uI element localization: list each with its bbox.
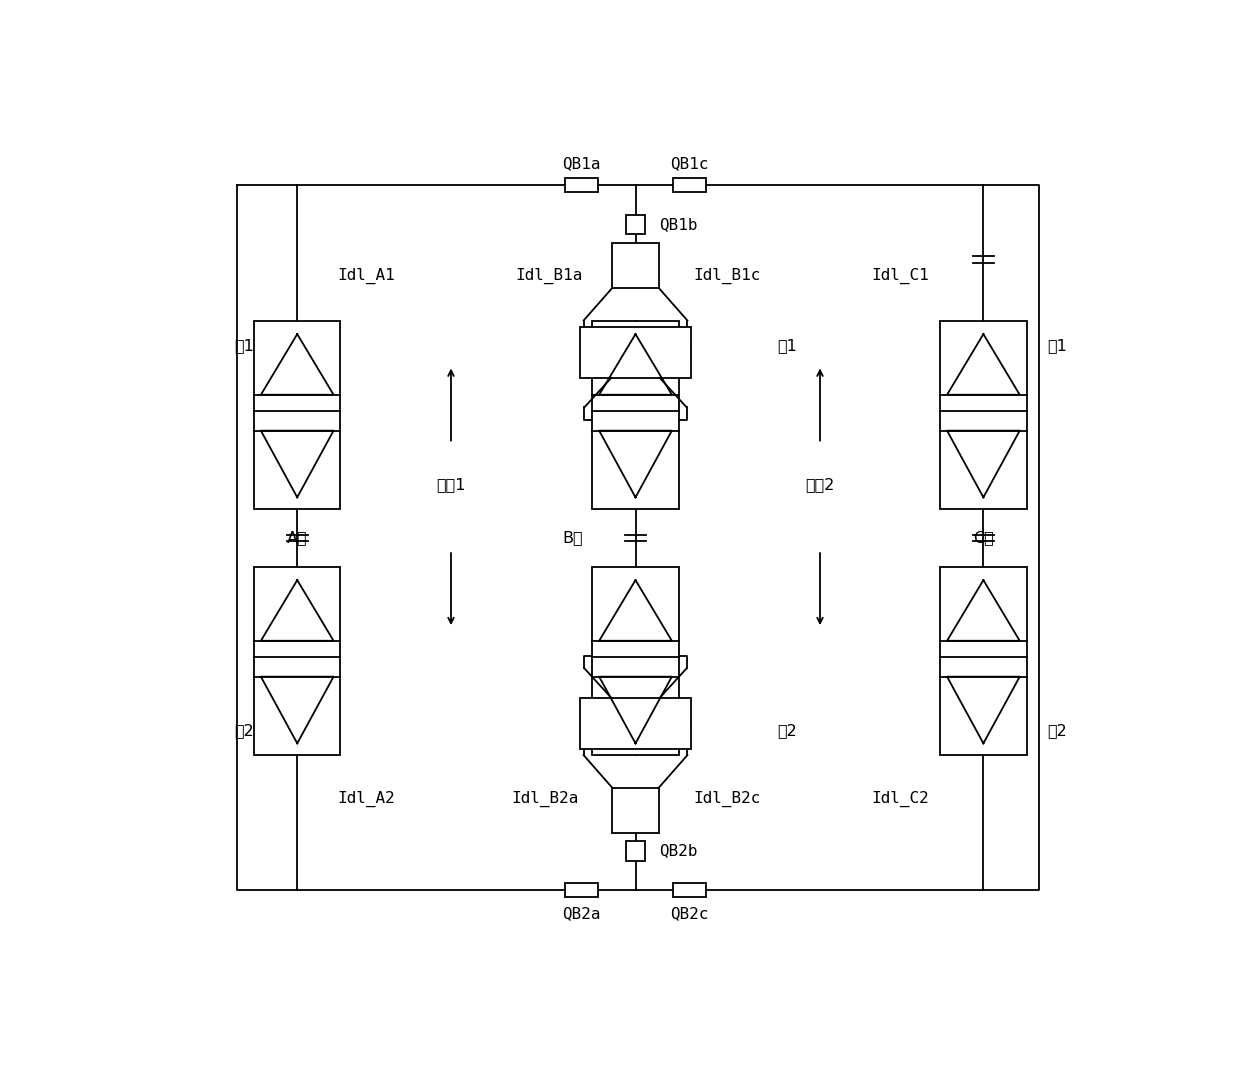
Text: 极2: 极2 — [1047, 723, 1066, 738]
Text: 极1: 极1 — [234, 338, 254, 353]
Bar — [940, 567, 1027, 755]
Text: 极2: 极2 — [234, 723, 253, 738]
Text: QB1a: QB1a — [563, 157, 601, 171]
Bar — [940, 321, 1027, 509]
Text: 线路1: 线路1 — [436, 477, 466, 492]
Bar — [565, 884, 598, 898]
Text: Idl_C1: Idl_C1 — [872, 267, 930, 283]
Bar — [254, 321, 341, 509]
Text: 线路2: 线路2 — [805, 477, 835, 492]
Text: QB2a: QB2a — [563, 906, 601, 921]
Bar — [626, 841, 645, 861]
Text: Idl_A2: Idl_A2 — [337, 790, 396, 806]
Text: Idl_B2c: Idl_B2c — [693, 790, 760, 806]
Text: QB2b: QB2b — [660, 843, 698, 858]
Bar — [593, 321, 678, 509]
Text: Idl_B1c: Idl_B1c — [693, 267, 760, 283]
Bar — [254, 567, 341, 755]
Bar — [580, 327, 691, 378]
Text: 极1: 极1 — [1047, 338, 1066, 353]
Text: A站: A站 — [286, 530, 308, 545]
Text: C站: C站 — [973, 530, 993, 545]
Text: Idl_A1: Idl_A1 — [337, 267, 396, 283]
Text: Idl_B1a: Idl_B1a — [516, 267, 583, 283]
Bar — [673, 178, 706, 192]
Text: QB1b: QB1b — [660, 217, 698, 232]
Text: QB2c: QB2c — [670, 906, 708, 921]
Text: B站: B站 — [563, 530, 583, 545]
Bar — [565, 178, 598, 192]
Text: QB1c: QB1c — [670, 157, 708, 171]
Text: 极1: 极1 — [777, 338, 797, 353]
Text: Idl_B2a: Idl_B2a — [511, 790, 579, 806]
Bar — [673, 884, 706, 898]
Text: 极2: 极2 — [777, 723, 797, 738]
Bar — [593, 567, 678, 755]
Text: Idl_C2: Idl_C2 — [872, 790, 930, 806]
Bar — [580, 698, 691, 749]
Bar — [626, 215, 645, 234]
Bar — [613, 788, 658, 833]
Bar — [613, 243, 658, 288]
